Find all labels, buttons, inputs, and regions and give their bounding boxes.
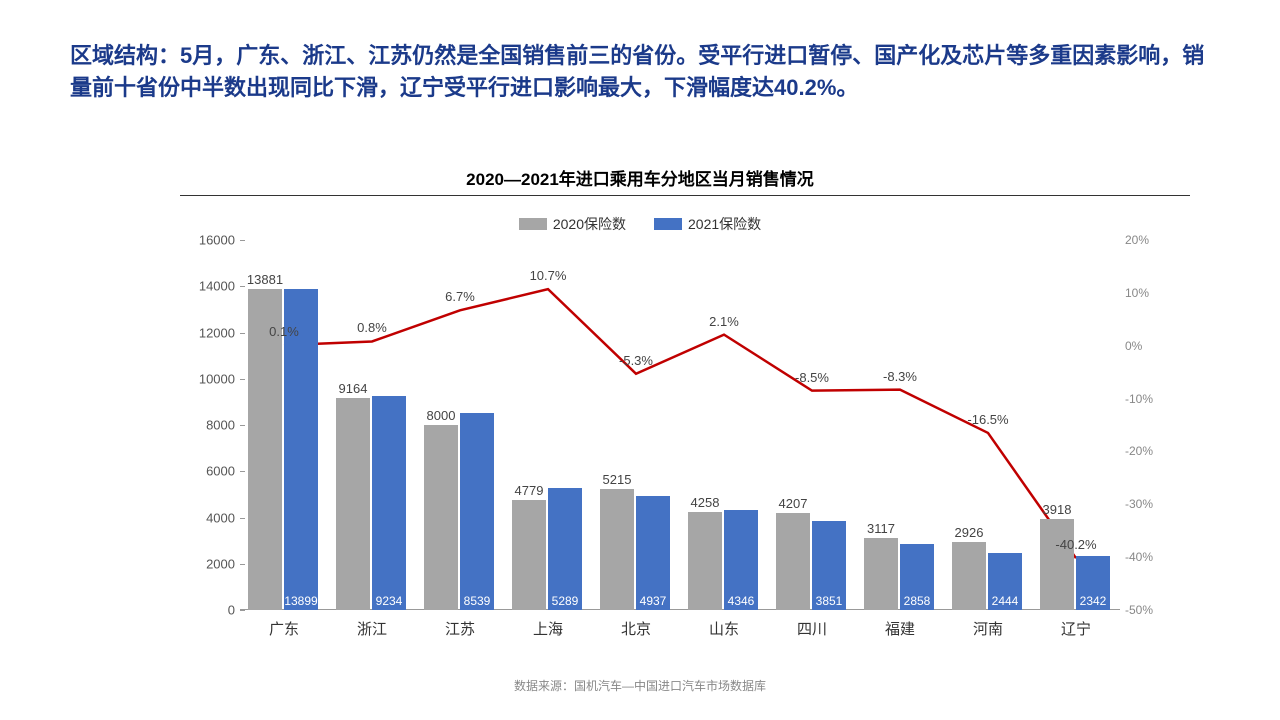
x-category: 辽宁 [1061, 618, 1091, 639]
bar-2021: 2342 [1076, 556, 1110, 610]
slide-heading: 区域结构：5月，广东、浙江、江苏仍然是全国销售前三的省份。受平行进口暂停、国产化… [70, 40, 1210, 104]
y-right-tick: -20% [1125, 444, 1180, 458]
bar-2021: 5289 [548, 488, 582, 610]
x-category: 河南 [973, 618, 1003, 639]
bar-2020: 4779 [512, 500, 546, 611]
y-left-tick: 0 [180, 603, 235, 618]
y-right-tick: -30% [1125, 497, 1180, 511]
bar-2020-value: 8000 [427, 408, 456, 423]
pct-change-label: -5.3% [619, 353, 653, 368]
x-category: 江苏 [445, 618, 475, 639]
y-right-tick: -40% [1125, 550, 1180, 564]
bar-2020-value: 3918 [1043, 502, 1072, 517]
chart-legend: 2020保险数 2021保险数 [0, 214, 1280, 234]
legend-item-2020: 2020保险数 [519, 214, 626, 234]
bar-2021-value: 2342 [1080, 594, 1107, 608]
bar-2020: 8000 [424, 425, 458, 610]
y-left-tick: 14000 [180, 279, 235, 294]
pct-change-label: -8.5% [795, 370, 829, 385]
bar-2021-value: 8539 [464, 594, 491, 608]
x-category: 广东 [269, 618, 299, 639]
bar-2021-value: 4346 [728, 594, 755, 608]
x-category: 四川 [797, 618, 827, 639]
bar-2020: 3117 [864, 538, 898, 610]
bar-2020-value: 2926 [955, 525, 984, 540]
bar-2020: 4207 [776, 513, 810, 610]
bar-2021: 8539 [460, 413, 494, 610]
pct-change-label: -8.3% [883, 369, 917, 384]
pct-change-label: 10.7% [530, 268, 567, 283]
bar-2021: 2444 [988, 553, 1022, 610]
bar-2020: 3918 [1040, 519, 1074, 610]
bar-2020-value: 4207 [779, 496, 808, 511]
legend-swatch-2021 [654, 218, 682, 230]
bar-2021-value: 4937 [640, 594, 667, 608]
bar-2020-value: 4779 [515, 483, 544, 498]
x-category: 上海 [533, 618, 563, 639]
y-left-tick: 4000 [180, 510, 235, 525]
y-left-tick: 10000 [180, 371, 235, 386]
legend-label-2021: 2021保险数 [688, 214, 761, 234]
bar-2020: 2926 [952, 542, 986, 610]
chart-title: 2020—2021年进口乘用车分地区当月销售情况 [0, 165, 1280, 190]
bar-2020-value: 5215 [603, 472, 632, 487]
chart-plot: 1388113899广东0.1%91649234浙江0.8%80008539江苏… [240, 240, 1120, 610]
x-category: 北京 [621, 618, 651, 639]
pct-change-label: -16.5% [967, 412, 1008, 427]
chart-title-underline [180, 195, 1190, 196]
bar-2021: 4937 [636, 496, 670, 610]
y-right-tick: 10% [1125, 286, 1180, 300]
y-left-tick: 6000 [180, 464, 235, 479]
bar-2021-value: 9234 [376, 594, 403, 608]
bar-2021: 2858 [900, 544, 934, 610]
legend-item-2021: 2021保险数 [654, 214, 761, 234]
pct-change-label: -40.2% [1055, 537, 1096, 552]
bar-2021: 4346 [724, 510, 758, 611]
pct-change-label: 2.1% [709, 314, 739, 329]
y-right-tick: 0% [1125, 339, 1180, 353]
y-right-tick: -50% [1125, 603, 1180, 617]
x-category: 山东 [709, 618, 739, 639]
chart-container: 0200040006000800010000120001400016000 -5… [180, 240, 1180, 640]
bar-2021-value: 5289 [552, 594, 579, 608]
y-right-tick: 20% [1125, 233, 1180, 247]
pct-change-label: 0.1% [269, 324, 299, 339]
y-right-tick: -10% [1125, 392, 1180, 406]
bar-2021-value: 3851 [816, 594, 843, 608]
bar-2020-value: 9164 [339, 381, 368, 396]
bar-2020: 9164 [336, 398, 370, 610]
y-left-tick: 8000 [180, 418, 235, 433]
bar-2020-value: 3117 [867, 521, 895, 536]
pct-change-label: 0.8% [357, 320, 387, 335]
data-source: 数据来源：国机汽车—中国进口汽车市场数据库 [0, 677, 1280, 694]
x-category: 福建 [885, 618, 915, 639]
y-left-tick: 16000 [180, 233, 235, 248]
bar-2021-value: 2444 [992, 594, 1019, 608]
bar-2020-value: 4258 [691, 495, 720, 510]
bar-2021: 3851 [812, 521, 846, 610]
y-left-tick: 12000 [180, 325, 235, 340]
y-left-tick: 2000 [180, 556, 235, 571]
bar-2020: 5215 [600, 489, 634, 610]
legend-label-2020: 2020保险数 [553, 214, 626, 234]
x-category: 浙江 [357, 618, 387, 639]
bar-2020-value: 13881 [247, 272, 283, 287]
bar-2021-value: 2858 [904, 594, 931, 608]
pct-change-label: 6.7% [445, 289, 475, 304]
bar-2021: 9234 [372, 396, 406, 610]
bar-2020: 4258 [688, 512, 722, 610]
legend-swatch-2020 [519, 218, 547, 230]
bar-2021-value: 13899 [284, 594, 317, 608]
